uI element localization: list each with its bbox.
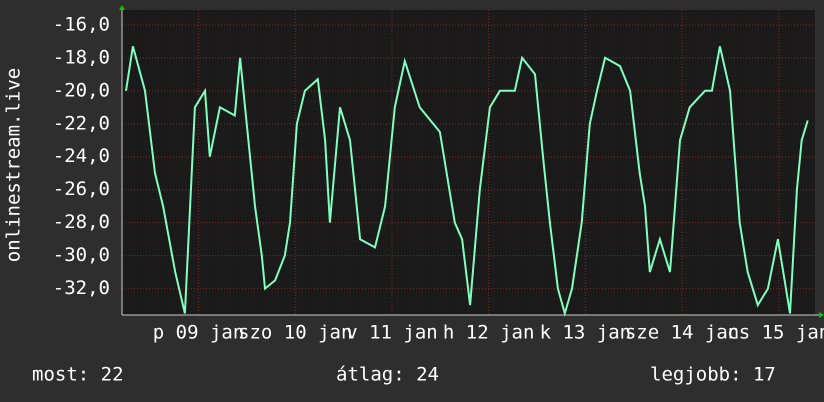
layer: [122, 10, 815, 318]
footer-average: átlag: 24: [336, 364, 439, 386]
x-tick-label: p 09 jan: [153, 322, 245, 344]
y-tick-label: -28,0: [53, 211, 110, 233]
y-tick-label: -32,0: [53, 277, 110, 299]
x-tick-label: szo 10 jan: [238, 322, 352, 344]
axes: [121, 8, 820, 316]
y-tick-label: -22,0: [53, 112, 110, 134]
y-axis-label: onlinestream.live: [3, 68, 25, 262]
y-tick-label: -24,0: [53, 145, 110, 167]
y-tick-label: -18,0: [53, 46, 110, 68]
arrow: [819, 312, 824, 318]
x-tick-label: k 13 jan: [540, 322, 632, 344]
series-line: [125, 46, 809, 318]
minor-grid: [122, 10, 815, 315]
arrow: [119, 5, 125, 10]
footer-best: legjobb: 17: [650, 364, 776, 386]
x-tick-label: cs 15 jan: [727, 322, 824, 344]
x-tick-label: v 11 jan: [346, 322, 438, 344]
x-tick-label: sze 14 jan: [625, 322, 739, 344]
y-tick-label: -20,0: [53, 79, 110, 101]
footer-current: most: 22: [32, 364, 124, 386]
y-tick-label: -26,0: [53, 178, 110, 200]
x-tick-label: h 12 jan: [443, 322, 535, 344]
y-tick-label: -16,0: [53, 13, 110, 35]
y-tick-label: -30,0: [53, 244, 110, 266]
